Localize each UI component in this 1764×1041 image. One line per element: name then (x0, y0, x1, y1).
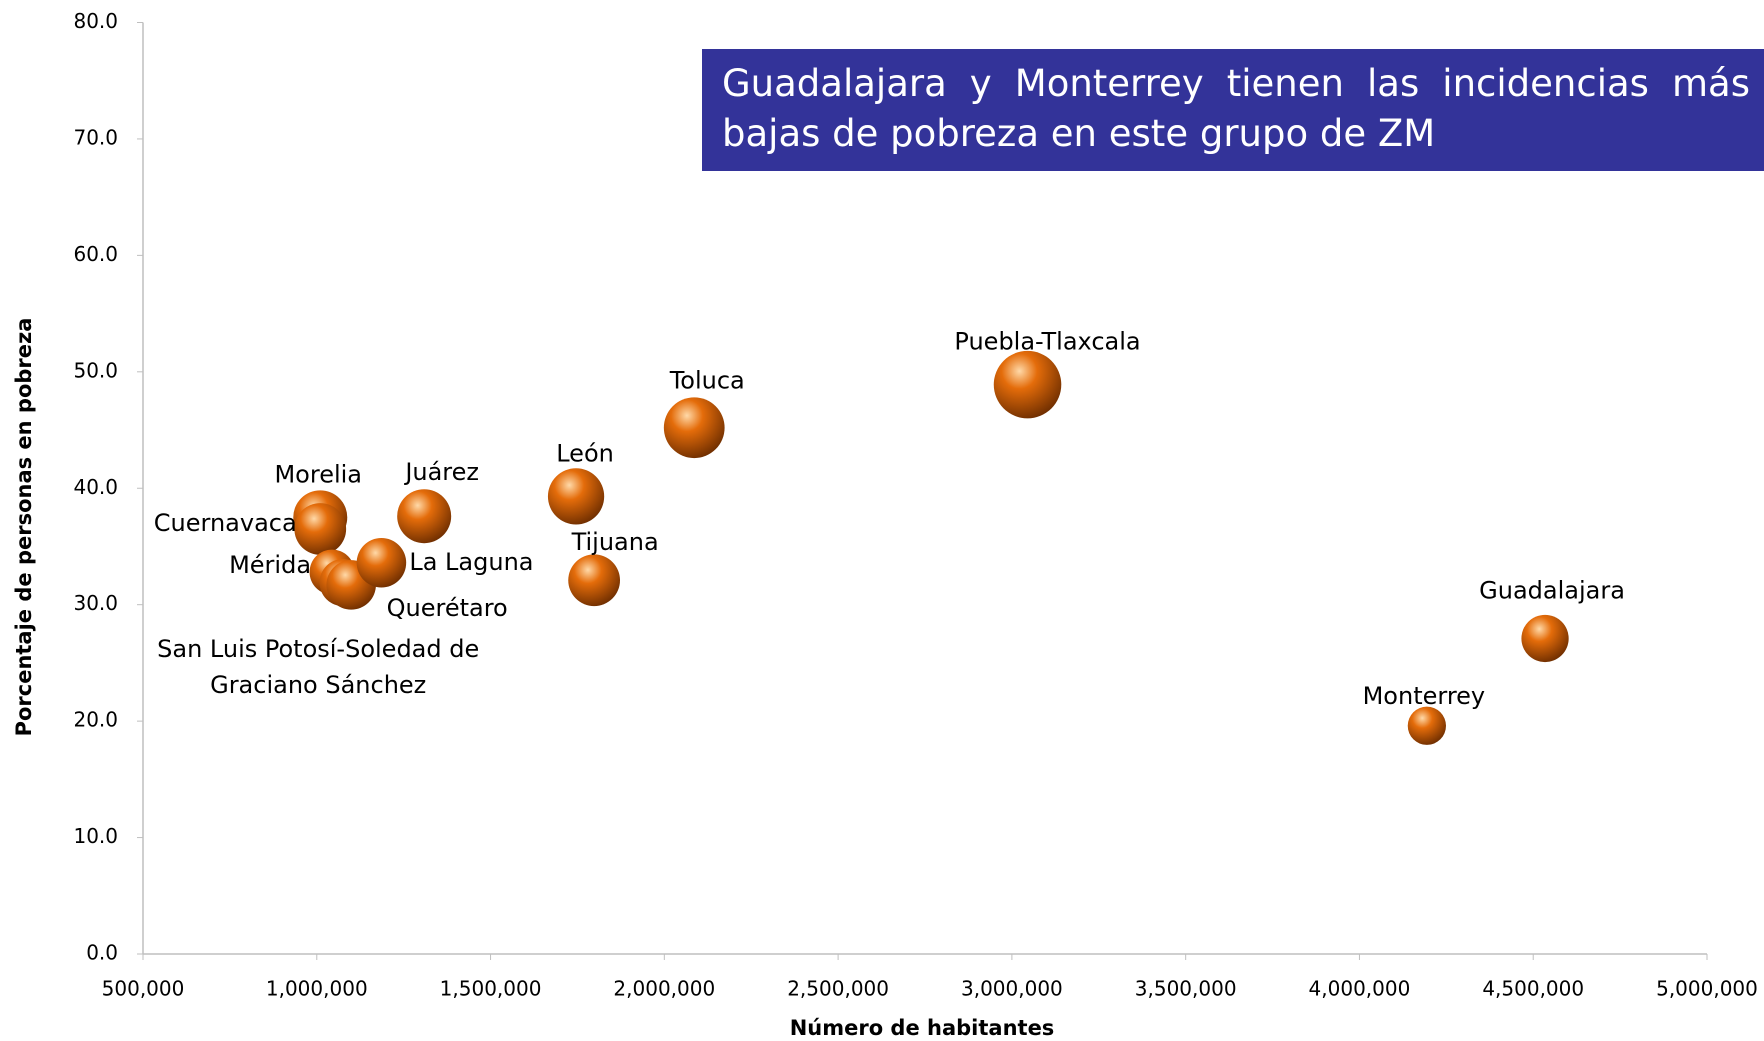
data-label: Puebla-Tlaxcala (954, 328, 1140, 356)
annotation: Guadalajara y Monterrey tienen las incid… (702, 49, 1764, 171)
y-axis-title: Porcentaje de personas en pobreza (12, 318, 36, 737)
data-label: Toluca (669, 367, 745, 395)
bubble (663, 397, 725, 459)
y-tick-label: 60.0 (73, 242, 118, 266)
data-label: Morelia (274, 460, 362, 488)
data-label-text: San Luis Potosí-Soledad de Graciano Sánc… (157, 634, 480, 699)
y-tick-label: 50.0 (73, 358, 118, 382)
x-tick-label: 4,000,000 (1309, 977, 1411, 1001)
data-label: Cuernavaca (154, 509, 297, 537)
x-tick-label: 500,000 (102, 977, 185, 1001)
y-tick-label: 70.0 (73, 125, 118, 149)
y-tick-label: 20.0 (73, 708, 118, 732)
y-tick-label: 40.0 (73, 475, 118, 499)
data-label: Juárez (403, 458, 479, 486)
x-axis-title: Número de habitantes (790, 1016, 1055, 1040)
data-label: Guadalajara (1479, 576, 1625, 604)
y-tick-label: 80.0 (73, 9, 118, 33)
data-label: Querétaro (387, 594, 508, 622)
y-tick-label: 0.0 (86, 941, 118, 965)
bubble (397, 489, 452, 544)
data-label: La Laguna (409, 548, 533, 576)
x-tick-label: 3,500,000 (1135, 977, 1237, 1001)
bubble (294, 503, 347, 555)
x-tick-label: 3,000,000 (961, 977, 1063, 1001)
bubble (993, 350, 1062, 419)
bubble (547, 468, 605, 525)
bubble (1521, 614, 1569, 663)
x-tick-label: 4,500,000 (1482, 977, 1584, 1001)
y-tick-label: 30.0 (73, 591, 118, 615)
x-tick-label: 2,500,000 (787, 977, 889, 1001)
bubble (356, 538, 407, 588)
y-tick-label: 10.0 (73, 824, 118, 848)
data-label: Monterrey (1363, 682, 1486, 710)
x-tick-label: 2,000,000 (613, 977, 715, 1001)
data-label: Tijuana (571, 528, 659, 556)
data-label: Mérida (229, 551, 311, 579)
x-tick-label: 1,500,000 (440, 977, 542, 1001)
bubble (1407, 706, 1446, 745)
data-label: León (556, 439, 614, 467)
x-tick-label: 1,000,000 (266, 977, 368, 1001)
bubble (568, 554, 621, 607)
data-label: San Luis Potosí-Soledad de Graciano Sánc… (157, 634, 480, 699)
x-tick-label: 5,000,000 (1656, 977, 1758, 1001)
